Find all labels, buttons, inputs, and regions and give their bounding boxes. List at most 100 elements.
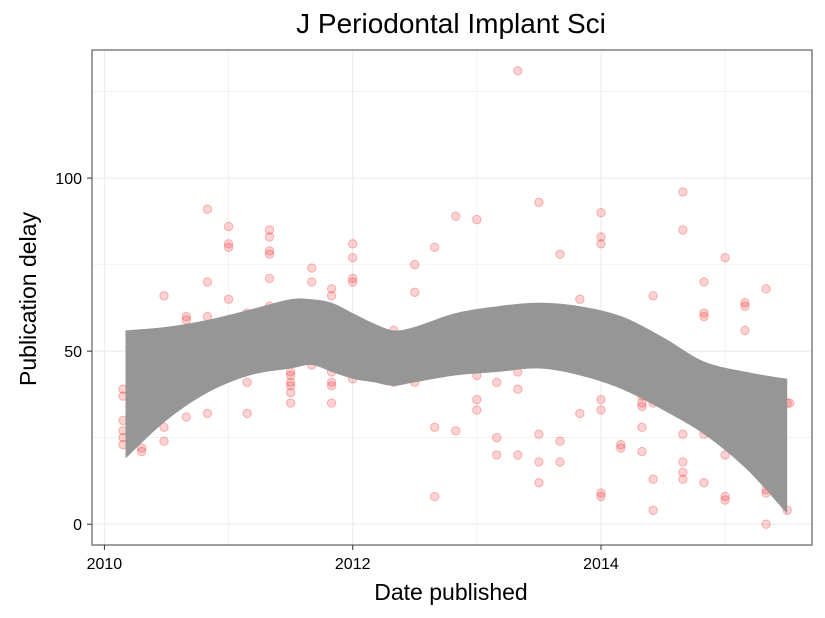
data-point — [637, 401, 647, 412]
y-tick-label: 100 — [55, 171, 82, 188]
data-point — [181, 315, 192, 325]
data-point — [720, 495, 730, 505]
data-point — [347, 277, 358, 287]
data-point — [513, 450, 523, 460]
smooth-confidence-band — [125, 298, 788, 514]
data-point — [720, 252, 730, 263]
data-point — [637, 446, 647, 457]
data-point — [491, 377, 502, 388]
plot-border — [91, 49, 813, 546]
data-point — [534, 457, 544, 467]
data-point — [575, 408, 585, 419]
data-point — [720, 450, 730, 460]
x-tick-label: 2012 — [335, 556, 371, 573]
data-point — [223, 294, 234, 304]
data-point — [223, 239, 234, 249]
data-point — [740, 297, 750, 308]
data-point — [451, 426, 461, 436]
data-point — [534, 429, 544, 439]
data-point — [596, 491, 606, 502]
chart-title: J Periodontal Implant Sci — [296, 8, 606, 39]
y-axis-title: Publication delay — [15, 212, 41, 386]
data-point — [347, 239, 358, 249]
data-point — [202, 277, 213, 287]
data-point — [451, 211, 461, 221]
data-point — [699, 308, 709, 318]
data-point — [326, 291, 337, 301]
data-point — [159, 422, 169, 433]
data-point — [223, 242, 234, 253]
data-point — [326, 381, 337, 391]
data-point — [242, 377, 252, 388]
data-point — [596, 232, 606, 242]
data-point — [202, 204, 213, 214]
data-point — [159, 291, 169, 301]
data-point — [491, 450, 502, 460]
data-point — [181, 412, 192, 422]
data-point — [347, 273, 358, 284]
data-point — [285, 381, 296, 391]
data-point — [513, 66, 523, 76]
data-point — [648, 505, 658, 516]
y-tick-label: 0 — [73, 517, 82, 534]
data-point — [596, 405, 606, 415]
data-point — [596, 239, 606, 249]
data-point — [534, 197, 544, 208]
data-point — [740, 301, 750, 311]
data-point — [264, 273, 275, 284]
data-point — [616, 443, 626, 453]
data-point — [326, 398, 337, 408]
data-point — [555, 457, 565, 467]
data-point — [136, 443, 147, 453]
data-point — [347, 252, 358, 263]
x-tick-label: 2010 — [87, 556, 123, 573]
data-point — [637, 398, 647, 408]
data-point — [307, 277, 317, 287]
data-point — [678, 225, 688, 235]
data-point — [429, 242, 440, 253]
data-point — [648, 291, 658, 301]
data-point — [410, 287, 420, 298]
data-point — [136, 446, 147, 457]
data-point — [678, 187, 688, 197]
x-axis-title: Date published — [374, 579, 527, 605]
data-point — [575, 294, 585, 304]
y-tick-label: 50 — [64, 344, 82, 361]
data-point — [534, 477, 544, 488]
data-point — [513, 384, 523, 394]
axis-ticks: 2010 2012 2014 0 50 100 — [55, 171, 619, 573]
data-point — [555, 436, 565, 446]
data-point — [720, 491, 730, 502]
data-point — [307, 263, 317, 273]
data-point — [264, 249, 275, 259]
data-point — [264, 246, 275, 256]
data-point — [637, 422, 647, 433]
data-point — [326, 377, 337, 388]
plot-panel — [92, 50, 812, 545]
data-point — [264, 225, 275, 235]
data-point — [648, 474, 658, 484]
data-point — [596, 394, 606, 405]
data-point — [242, 408, 252, 419]
data-point — [740, 325, 750, 336]
data-point — [555, 249, 565, 259]
data-point — [596, 207, 606, 218]
plot-area — [91, 49, 813, 546]
data-point — [181, 311, 192, 322]
data-point — [285, 398, 296, 408]
data-point — [678, 467, 688, 478]
data-point — [699, 311, 709, 322]
data-point — [616, 439, 626, 450]
data-point — [159, 436, 169, 446]
data-point — [429, 422, 440, 433]
data-point — [678, 474, 688, 484]
data-point — [596, 488, 606, 498]
data-point — [678, 429, 688, 439]
data-point — [410, 259, 420, 270]
data-point — [285, 377, 296, 388]
data-point — [326, 284, 337, 294]
data-point — [678, 457, 688, 467]
data-point — [761, 284, 771, 294]
